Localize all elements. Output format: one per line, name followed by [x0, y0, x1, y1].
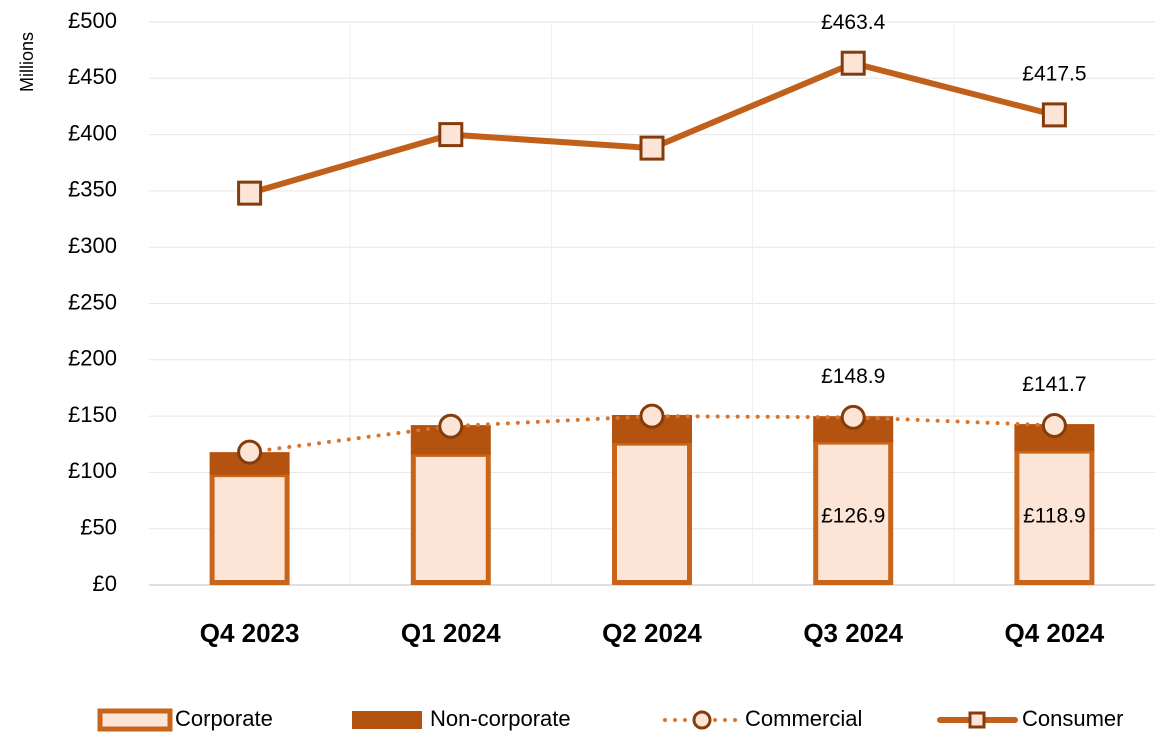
- marker: [1041, 102, 1067, 128]
- bar-segment: [209, 472, 290, 586]
- marker: [639, 135, 665, 161]
- legend-label: Commercial: [745, 706, 862, 731]
- marker: [237, 439, 263, 465]
- data-label: £141.7: [1022, 373, 1086, 396]
- legend-label: Corporate: [175, 706, 273, 731]
- marker: [237, 180, 263, 206]
- y-tick-label: £350: [68, 177, 117, 202]
- line: [246, 60, 1058, 197]
- data-label: £463.4: [821, 11, 886, 34]
- y-tick-label: £400: [68, 120, 117, 145]
- y-tick-label: £500: [68, 8, 117, 33]
- y-tick-label: £200: [68, 346, 117, 371]
- bar-segment: [813, 439, 894, 585]
- y-tick-label: £250: [68, 289, 117, 314]
- legend-label: Consumer: [1022, 706, 1123, 731]
- x-tick-label: Q1 2024: [401, 618, 501, 648]
- x-tick-label: Q2 2024: [602, 618, 702, 648]
- legend-swatch: [97, 708, 173, 732]
- marker: [840, 50, 866, 76]
- data-label: £148.9: [821, 365, 885, 388]
- legend-swatch: [352, 711, 422, 729]
- marker: [639, 403, 665, 429]
- y-tick-label: £150: [68, 402, 117, 427]
- marker: [438, 122, 464, 148]
- y-tick-label: £0: [93, 571, 117, 596]
- x-tick-label: Q4 2024: [1005, 618, 1105, 648]
- marker: [438, 413, 464, 439]
- y-tick-label: £50: [80, 515, 117, 540]
- data-label: £417.5: [1022, 62, 1086, 85]
- y-tick-label: £300: [68, 233, 117, 258]
- legend-label: Non-corporate: [430, 706, 571, 731]
- legend-marker: [968, 711, 986, 729]
- x-tick-label: Q4 2023: [200, 618, 300, 648]
- bar-segment: [612, 440, 692, 585]
- data-label: £126.9: [821, 505, 885, 528]
- y-tick-label: £450: [68, 64, 117, 89]
- data-label: £118.9: [1023, 505, 1086, 528]
- legend-marker: [692, 710, 712, 730]
- y-tick-label: £100: [68, 458, 117, 483]
- y-axis-label: Millions: [17, 32, 37, 92]
- bar-segment: [410, 451, 491, 585]
- marker: [1041, 412, 1067, 438]
- marker: [840, 404, 866, 430]
- x-tick-label: Q3 2024: [803, 618, 903, 648]
